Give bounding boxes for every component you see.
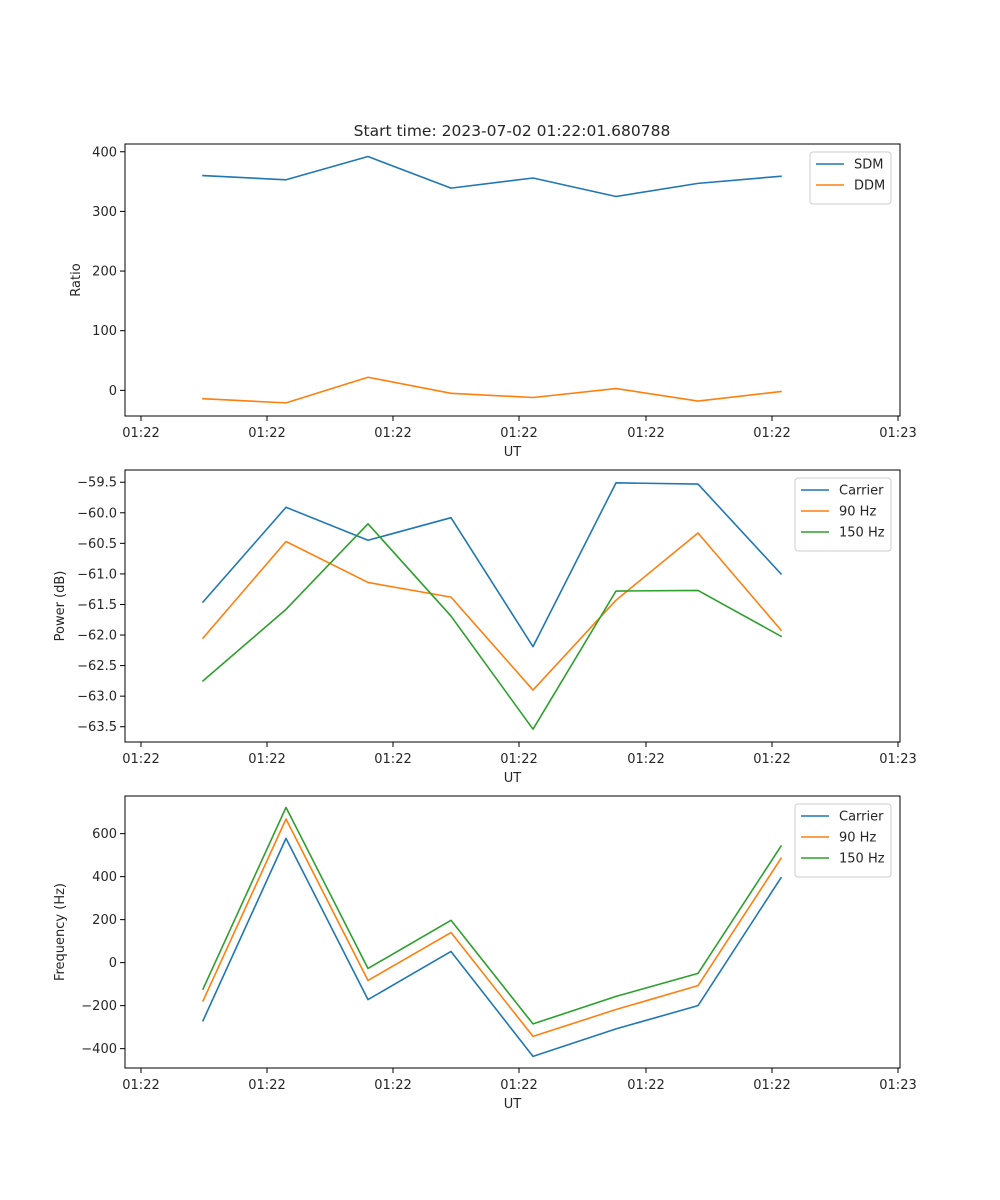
y-tick-label: −400 — [81, 1042, 117, 1057]
x-axis-label: UT — [504, 771, 522, 786]
x-tick-label: 01:22 — [248, 1078, 285, 1093]
y-tick-label: −63.5 — [77, 720, 117, 735]
x-tick-label: 01:22 — [122, 752, 159, 767]
y-tick-label: −61.0 — [77, 567, 117, 582]
x-axis-label: UT — [504, 445, 522, 460]
y-tick-label: −60.5 — [77, 537, 117, 552]
y-axis-label: Ratio — [69, 263, 84, 296]
x-tick-label: 01:22 — [627, 1078, 664, 1093]
legend-label: Carrier — [839, 810, 884, 825]
x-tick-label: 01:22 — [374, 426, 411, 441]
legend-box — [809, 151, 892, 205]
x-tick-label: 01:22 — [374, 752, 411, 767]
series-line-carrier — [201, 837, 783, 1058]
y-tick-label: 400 — [92, 870, 117, 885]
y-tick-label: 300 — [92, 205, 117, 220]
y-axis-label: Power (dB) — [53, 571, 68, 642]
x-tick-label: 01:22 — [500, 1078, 537, 1093]
axes-frame — [124, 795, 901, 1069]
x-tick-label: 01:22 — [248, 426, 285, 441]
x-tick-label: 01:23 — [879, 426, 916, 441]
series-line-150-hz — [201, 522, 783, 730]
y-tick-label: 400 — [92, 145, 117, 160]
legend-label: Carrier — [839, 484, 884, 499]
y-tick-label: 200 — [92, 265, 117, 280]
x-tick-label: 01:22 — [627, 426, 664, 441]
x-tick-label: 01:23 — [879, 752, 916, 767]
x-tick-label: 01:22 — [627, 752, 664, 767]
axes-frame — [124, 469, 901, 743]
series-line-sdm — [202, 155, 782, 198]
y-tick-label: 0 — [109, 384, 117, 399]
legend-label: DDM — [854, 179, 885, 194]
series-line-ddm — [202, 376, 782, 404]
legend-label: 150 Hz — [839, 526, 885, 541]
y-tick-label: −61.5 — [77, 598, 117, 613]
series-line-150-hz — [201, 806, 783, 1025]
series-line-carrier — [201, 482, 783, 648]
series-line-90-hz — [201, 818, 783, 1038]
axes-frame — [124, 143, 901, 417]
y-axis-label: Frequency (Hz) — [53, 883, 68, 981]
legend-label: SDM — [854, 158, 883, 173]
x-axis-label: UT — [504, 1097, 522, 1112]
x-tick-label: 01:22 — [500, 426, 537, 441]
x-tick-label: 01:22 — [374, 1078, 411, 1093]
legend-label: 90 Hz — [839, 505, 876, 520]
x-tick-label: 01:22 — [753, 426, 790, 441]
y-tick-label: −60.0 — [77, 506, 117, 521]
x-tick-label: 01:22 — [122, 426, 159, 441]
y-tick-label: −62.5 — [77, 659, 117, 674]
x-tick-label: 01:22 — [248, 752, 285, 767]
x-tick-label: 01:23 — [879, 1078, 916, 1093]
legend: Carrier 90 Hz 150 Hz — [794, 803, 892, 878]
legend-label: 90 Hz — [839, 831, 876, 846]
x-tick-label: 01:22 — [753, 752, 790, 767]
y-tick-label: −200 — [81, 999, 117, 1014]
y-tick-label: 200 — [92, 913, 117, 928]
chart-title: Start time: 2023-07-02 01:22:01.680788 — [354, 122, 671, 140]
y-tick-label: −59.5 — [77, 476, 117, 491]
chart-panel-3: 01:22 01:22 01:22 01:22 01:22 01:22 01:23 −400 −… — [53, 795, 917, 1112]
legend: Carrier 90 Hz 150 Hz — [794, 477, 892, 552]
legend-label: 150 Hz — [839, 852, 885, 867]
x-tick-label: 01:22 — [500, 752, 537, 767]
chart-panel-2: 01:22 01:22 01:22 01:22 01:22 01:22 01:23 −63.5… — [53, 469, 917, 786]
series-line-90-hz — [201, 532, 783, 691]
legend: SDM DDM — [809, 151, 892, 205]
y-tick-label: −62.0 — [77, 629, 117, 644]
chart-panel-1: 01:22 01:22 01:22 01:22 01:22 01:22 01:23 0 100 2… — [69, 143, 917, 460]
y-tick-label: 100 — [92, 324, 117, 339]
x-tick-label: 01:22 — [122, 1078, 159, 1093]
x-tick-label: 01:22 — [753, 1078, 790, 1093]
y-tick-label: 0 — [109, 956, 117, 971]
y-tick-label: 600 — [92, 827, 117, 842]
y-tick-label: −63.0 — [77, 690, 117, 705]
